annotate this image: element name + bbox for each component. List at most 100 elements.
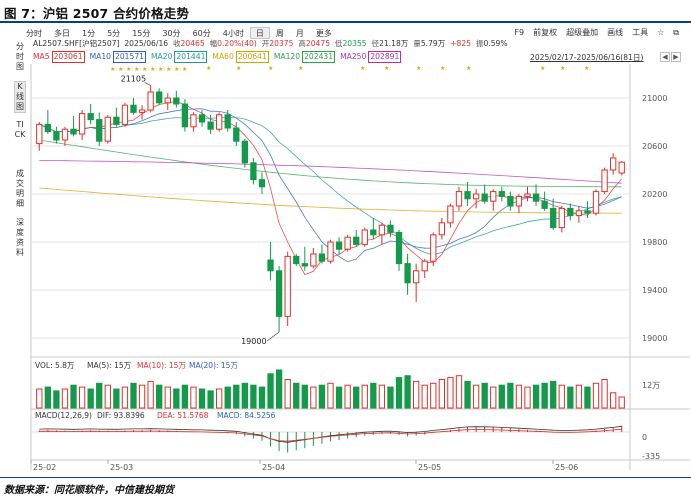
period-tab-8[interactable]: 日 <box>249 27 270 39</box>
candle-body-54[interactable] <box>498 191 505 197</box>
candle-body-17[interactable] <box>181 103 189 128</box>
candle-body-55[interactable] <box>507 195 514 207</box>
candle-body-64[interactable] <box>584 210 591 214</box>
candle-body-53[interactable] <box>490 191 497 202</box>
candle-body-18[interactable] <box>190 114 197 128</box>
high-marker-label: 21105 <box>121 74 146 83</box>
candle-body-35[interactable] <box>335 241 343 250</box>
side-tab-0[interactable]: 分时图 <box>16 42 24 71</box>
side-tab-3[interactable]: 成交明细 <box>16 169 24 208</box>
candle-body-13[interactable] <box>147 91 154 111</box>
period-tab-4[interactable]: 15分 <box>132 29 151 38</box>
candle-body-49[interactable] <box>455 191 463 207</box>
candle-body-36[interactable] <box>344 236 351 250</box>
candle-body-19[interactable] <box>198 114 206 123</box>
period-tab-2[interactable]: 1分 <box>82 29 96 38</box>
candle-body-56[interactable] <box>515 195 523 207</box>
tool-button-0[interactable]: F9 <box>514 28 525 37</box>
scroll-right-button[interactable]: ▶ <box>671 52 681 62</box>
candle-body-11[interactable] <box>130 104 137 113</box>
candle-body-20[interactable] <box>207 121 214 130</box>
candle-body-38[interactable] <box>361 229 368 245</box>
candle-body-37[interactable] <box>353 236 360 245</box>
period-tab-9[interactable]: 周 <box>275 29 284 38</box>
candle-body-42[interactable] <box>395 231 403 265</box>
candle-body-61[interactable] <box>558 207 565 229</box>
candle-body-66[interactable] <box>601 169 608 193</box>
candle-body-12[interactable] <box>138 109 146 113</box>
candle-body-21[interactable] <box>215 114 223 130</box>
tool-button-1[interactable]: 前复权 <box>533 28 558 37</box>
candle-body-65[interactable] <box>592 191 600 214</box>
candle-body-3[interactable] <box>61 128 69 141</box>
side-tab-4[interactable]: 深度资料 <box>16 218 24 257</box>
period-tab-1[interactable]: 多日 <box>54 29 70 38</box>
volume-bar-5 <box>78 386 86 409</box>
candle-body-58[interactable] <box>532 193 540 202</box>
tool-button-5[interactable]: ☆ <box>657 28 665 37</box>
candle-body-6[interactable] <box>87 113 94 121</box>
candle-body-67[interactable] <box>609 157 617 171</box>
candle-body-52[interactable] <box>481 193 488 202</box>
candle-body-26[interactable] <box>258 179 266 188</box>
candle-body-7[interactable] <box>96 119 103 142</box>
candle-body-33[interactable] <box>318 253 326 262</box>
candle-body-4[interactable] <box>70 128 77 135</box>
period-tab-11[interactable]: 更多 <box>315 29 332 38</box>
candle-body-23[interactable] <box>233 127 240 142</box>
candle-body-63[interactable] <box>575 210 583 217</box>
candle-body-31[interactable] <box>301 263 308 267</box>
candle-body-29[interactable] <box>284 255 291 317</box>
period-tab-0[interactable]: 分时 <box>26 29 42 38</box>
candle-body-40[interactable] <box>378 224 386 236</box>
tool-button-6[interactable]: ⧉ <box>673 28 679 37</box>
candle-body-39[interactable] <box>370 229 377 236</box>
candle-body-50[interactable] <box>464 191 471 200</box>
period-tab-5[interactable]: 30分 <box>162 29 181 38</box>
candle-body-24[interactable] <box>241 140 249 164</box>
period-tab-10[interactable]: 月 <box>295 29 304 38</box>
candle-body-2[interactable] <box>53 131 60 141</box>
event-star-14: ★ <box>360 65 365 72</box>
candle-body-68[interactable] <box>618 161 625 174</box>
candle-body-46[interactable] <box>430 234 437 262</box>
tool-button-4[interactable]: 工具 <box>632 28 649 37</box>
candle-body-62[interactable] <box>567 207 574 217</box>
candle-body-41[interactable] <box>387 224 394 233</box>
candle-body-45[interactable] <box>421 260 428 272</box>
candle-body-47[interactable] <box>438 222 446 236</box>
candle-body-8[interactable] <box>104 116 111 142</box>
candle-body-48[interactable] <box>447 205 454 224</box>
candle-body-15[interactable] <box>164 97 171 104</box>
candle-body-25[interactable] <box>250 162 257 181</box>
candle-body-10[interactable] <box>121 104 129 125</box>
candle-body-59[interactable] <box>541 200 548 209</box>
candle-body-5[interactable] <box>78 113 86 135</box>
candle-body-32[interactable] <box>310 253 317 267</box>
candle-body-9[interactable] <box>113 116 120 125</box>
candle-body-22[interactable] <box>224 114 231 129</box>
candle-body-43[interactable] <box>404 263 411 284</box>
tool-button-2[interactable]: 超级叠加 <box>566 28 599 37</box>
date-range-label[interactable]: 2025/02/17-2025/06/16(81日) <box>530 53 644 62</box>
candle-body-1[interactable] <box>44 123 52 133</box>
candle-body-44[interactable] <box>412 270 420 284</box>
candle-body-14[interactable] <box>156 91 163 104</box>
candle-body-0[interactable] <box>36 123 43 145</box>
period-tab-6[interactable]: 60分 <box>192 29 211 38</box>
candle-body-27[interactable] <box>267 259 274 272</box>
tool-button-3[interactable]: 画线 <box>607 28 624 37</box>
period-tab-3[interactable]: 5分 <box>107 29 121 38</box>
candle-body-28[interactable] <box>275 270 283 317</box>
candle-body-34[interactable] <box>327 241 334 262</box>
side-tab-2[interactable]: TICK <box>14 120 26 139</box>
candle-body-60[interactable] <box>550 207 557 229</box>
candle-body-16[interactable] <box>173 97 180 105</box>
period-tab-7[interactable]: 4小时 <box>222 29 244 38</box>
side-tab-1[interactable]: K线图 <box>14 81 26 113</box>
scroll-left-button[interactable]: ◀ <box>660 52 670 62</box>
candle-body-57[interactable] <box>524 193 531 197</box>
candle-body-30[interactable] <box>293 255 300 265</box>
candle-body-51[interactable] <box>472 193 480 200</box>
